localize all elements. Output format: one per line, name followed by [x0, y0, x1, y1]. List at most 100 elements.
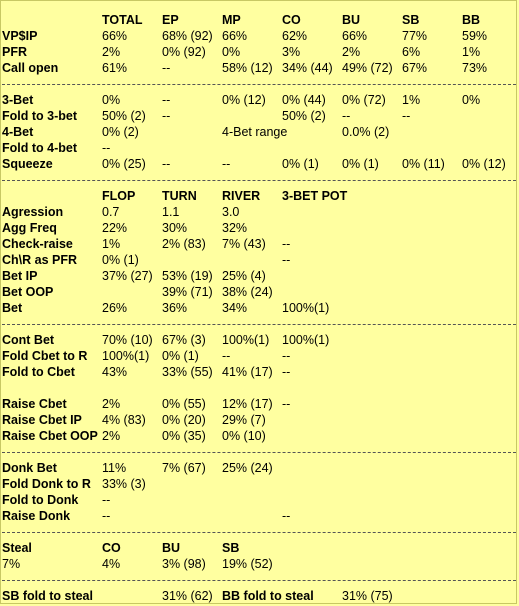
table-cell: 36% — [162, 301, 188, 315]
table-cell: 0% — [222, 45, 241, 59]
row-label: Fold to 3-bet — [2, 109, 77, 123]
row-label: Squeeze — [2, 157, 53, 171]
table-cell: -- — [222, 349, 231, 363]
table-cell: 0% (1) — [282, 157, 319, 171]
table-cell: 0% (35) — [162, 429, 206, 443]
table-cell: 0% — [462, 93, 481, 107]
section-divider — [2, 84, 516, 85]
table-cell: 0.7 — [102, 205, 120, 219]
row-label: Donk Bet — [2, 461, 57, 475]
row-label: 4-Bet — [2, 125, 34, 139]
table-cell: 0% (1) — [162, 349, 199, 363]
table-cell: -- — [162, 157, 171, 171]
table-cell: 0% (2) — [102, 125, 139, 139]
table-cell: 38% (24) — [222, 285, 273, 299]
table-cell: 4% — [102, 557, 121, 571]
table-cell: 50% (2) — [102, 109, 146, 123]
table-cell: 58% (12) — [222, 61, 273, 75]
table-cell: -- — [282, 237, 291, 251]
row-label: Fold to Cbet — [2, 365, 75, 379]
table-cell: 3% — [282, 45, 301, 59]
table-cell: BB fold to steal — [222, 589, 314, 603]
table-cell: 4% (83) — [102, 413, 146, 427]
table-cell: 3-BET POT — [282, 189, 348, 203]
table-cell: 0% (20) — [162, 413, 206, 427]
table-cell: 41% (17) — [222, 365, 273, 379]
table-cell: 1% — [462, 45, 481, 59]
table-cell: 70% (10) — [102, 333, 153, 347]
table-cell: 2% (83) — [162, 237, 206, 251]
table-cell: 7% (67) — [162, 461, 206, 475]
table-cell: 33% (55) — [162, 365, 213, 379]
table-cell: 33% (3) — [102, 477, 146, 491]
row-label: Fold Donk to R — [2, 477, 91, 491]
table-cell: 66% — [342, 29, 368, 43]
table-cell: 0% (92) — [162, 45, 206, 59]
table-cell: 53% (19) — [162, 269, 213, 283]
table-cell: 0% (12) — [222, 93, 266, 107]
table-cell: 1.1 — [162, 205, 180, 219]
row-label: Fold Cbet to R — [2, 349, 88, 363]
table-cell: 26% — [102, 301, 128, 315]
table-cell: 66% — [222, 29, 248, 43]
row-label: PFR — [2, 45, 27, 59]
section-divider — [2, 580, 516, 581]
table-cell: 43% — [102, 365, 128, 379]
table-cell: 2% — [102, 429, 121, 443]
table-cell: 0% (1) — [102, 253, 139, 267]
table-cell: SB — [222, 541, 240, 555]
table-cell: 0% (12) — [462, 157, 506, 171]
table-cell: SB — [402, 13, 420, 27]
table-cell: 0% — [102, 93, 121, 107]
table-cell: -- — [162, 93, 171, 107]
table-cell: 1% — [402, 93, 421, 107]
table-cell: -- — [282, 509, 291, 523]
row-label: Bet — [2, 301, 23, 315]
table-cell: 100%(1) — [222, 333, 270, 347]
row-label: Raise Cbet — [2, 397, 67, 411]
table-cell: -- — [402, 109, 411, 123]
row-label: Steal — [2, 541, 32, 555]
table-cell: -- — [102, 141, 111, 155]
row-label: 7% — [2, 557, 21, 571]
row-label: Call open — [2, 61, 59, 75]
row-label: Raise Cbet OOP — [2, 429, 98, 443]
table-cell: 34% (44) — [282, 61, 333, 75]
table-cell: 31% (62) — [162, 589, 213, 603]
table-cell: 61% — [102, 61, 128, 75]
table-cell: 2% — [342, 45, 361, 59]
table-cell: 67% — [402, 61, 428, 75]
table-cell: 0% (11) — [402, 157, 445, 171]
table-cell: 2% — [102, 45, 121, 59]
row-label: VP$IP — [2, 29, 38, 43]
table-cell: 3.0 — [222, 205, 240, 219]
table-cell: 12% (17) — [222, 397, 273, 411]
table-cell: -- — [282, 253, 291, 267]
table-cell: 100%(1) — [102, 349, 150, 363]
table-cell: 6% — [402, 45, 421, 59]
table-cell: CO — [102, 541, 121, 555]
table-cell: 1% — [102, 237, 121, 251]
row-label: Fold to Donk — [2, 493, 79, 507]
table-cell: 19% (52) — [222, 557, 273, 571]
table-cell: 31% (75) — [342, 589, 393, 603]
row-label: SB fold to steal — [2, 589, 93, 603]
table-cell: -- — [282, 365, 291, 379]
row-label: Bet IP — [2, 269, 38, 283]
table-cell: 37% (27) — [102, 269, 153, 283]
table-cell: -- — [162, 109, 171, 123]
table-cell: 67% (3) — [162, 333, 206, 347]
row-label: Raise Donk — [2, 509, 71, 523]
table-cell: 59% — [462, 29, 488, 43]
table-cell: -- — [282, 397, 291, 411]
table-cell: 32% — [222, 221, 248, 235]
row-label: Raise Cbet IP — [2, 413, 82, 427]
table-cell: -- — [102, 493, 111, 507]
table-cell: 49% (72) — [342, 61, 393, 75]
table-cell: 100%(1) — [282, 333, 330, 347]
table-cell: -- — [222, 157, 231, 171]
table-cell: 39% (71) — [162, 285, 213, 299]
table-cell: 25% (24) — [222, 461, 273, 475]
table-cell: TURN — [162, 189, 197, 203]
table-cell: 100%(1) — [282, 301, 330, 315]
